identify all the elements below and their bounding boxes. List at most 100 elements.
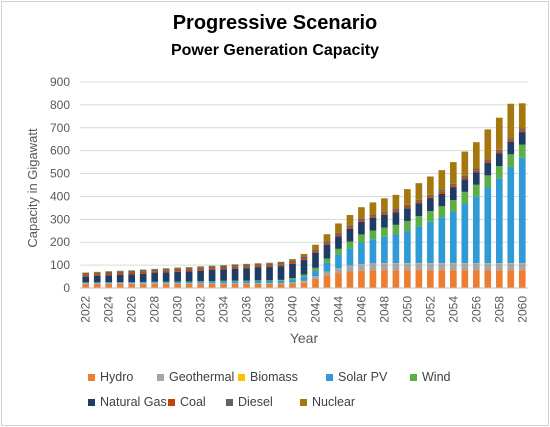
bar-diesel-2032: [197, 267, 204, 269]
legend-item-solar-pv: Solar PV: [326, 370, 387, 384]
bar-diesel-2055: [461, 175, 469, 178]
legend-label: Geothermal: [169, 370, 235, 384]
bar-wind-2054: [450, 200, 457, 212]
bar-hydro-2022: [82, 283, 90, 288]
bar-natural-gas-2023: [93, 275, 101, 283]
bar-natural-gas-2042: [312, 252, 319, 268]
bar-wind-2036: [243, 280, 250, 282]
bar-solar-pv-2055: [461, 203, 469, 264]
bar-natural-gas-2029: [162, 272, 170, 282]
bar-hydro-2047: [369, 270, 377, 288]
legend-label: Solar PV: [338, 370, 388, 384]
bar-stack-2054: [450, 162, 457, 288]
bar-stack-2047: [369, 202, 377, 288]
bar-hydro-2037: [254, 283, 262, 288]
bar-nuclear-2049: [392, 194, 400, 209]
bar-nuclear-2036: [243, 263, 250, 265]
legend-swatch: [88, 398, 95, 406]
bar-stack-2031: [185, 267, 193, 288]
bar-solar-pv-2036: [243, 281, 250, 284]
x-tick-label: 2028: [148, 296, 162, 323]
bar-nuclear-2043: [323, 234, 331, 242]
bar-stack-2035: [231, 264, 239, 288]
bar-geothermal-2055: [461, 263, 469, 271]
bar-hydro-2027: [139, 283, 147, 288]
bar-geothermal-2049: [392, 263, 400, 271]
bar-natural-gas-2047: [369, 217, 377, 231]
bar-hydro-2033: [208, 283, 216, 288]
bar-natural-gas-2051: [415, 203, 423, 217]
bar-stack-2038: [266, 262, 273, 288]
bar-geothermal-2050: [404, 263, 411, 271]
x-tick-label: 2052: [423, 296, 437, 323]
bar-coal-2059: [507, 139, 515, 142]
bar-hydro-2043: [323, 275, 331, 288]
bar-wind-2046: [358, 234, 365, 243]
bar-diesel-2029: [162, 268, 170, 271]
bar-nuclear-2041: [300, 253, 308, 257]
bar-stack-2025: [116, 270, 124, 288]
legend-label: Diesel: [238, 395, 273, 409]
bar-stack-2023: [93, 271, 101, 288]
y-tick-label: 300: [50, 212, 70, 226]
bar-wind-2042: [312, 267, 319, 271]
bar-coal-2050: [404, 206, 411, 209]
bar-stack-2041: [300, 253, 308, 288]
bar-hydro-2056: [472, 270, 480, 288]
bar-coal-2036: [243, 266, 250, 269]
bar-stack-2057: [484, 129, 492, 288]
bar-stack-2044: [335, 223, 342, 288]
bar-nuclear-2047: [369, 202, 377, 215]
x-tick-label: 2022: [79, 296, 93, 323]
bar-diesel-2054: [450, 183, 457, 186]
bar-stack-2034: [220, 265, 227, 288]
legend-item-nuclear: Nuclear: [300, 395, 355, 409]
bar-wind-2037: [254, 280, 262, 282]
bar-hydro-2031: [185, 283, 193, 288]
bar-diesel-2044: [335, 232, 342, 235]
bar-hydro-2039: [277, 283, 285, 288]
bar-stack-2030: [174, 267, 181, 288]
bar-diesel-2041: [300, 256, 308, 259]
legend-item-hydro: Hydro: [88, 370, 133, 384]
bar-stack-2024: [105, 271, 113, 288]
bar-nuclear-2046: [358, 207, 365, 219]
bar-stack-2058: [495, 117, 503, 288]
bar-solar-pv-2059: [507, 166, 515, 264]
bar-coal-2057: [484, 160, 492, 163]
bar-hydro-2057: [484, 270, 492, 288]
x-tick-label: 2024: [102, 296, 116, 323]
bar-diesel-2050: [404, 204, 411, 207]
bar-stack-2053: [438, 170, 446, 288]
bar-hydro-2060: [518, 270, 526, 288]
bar-geothermal-2058: [495, 263, 503, 271]
bar-geothermal-2047: [369, 263, 377, 271]
bar-solar-pv-2032: [197, 281, 204, 284]
bar-geothermal-2051: [415, 263, 423, 271]
bar-solar-pv-2047: [369, 239, 377, 264]
bar-stack-2052: [427, 176, 434, 288]
bar-coal-2060: [518, 130, 526, 133]
bar-wind-2058: [495, 166, 503, 179]
bar-nuclear-2055: [461, 151, 469, 176]
bar-natural-gas-2054: [450, 187, 457, 201]
bar-natural-gas-2028: [151, 273, 158, 282]
bar-hydro-2035: [231, 283, 239, 288]
bar-hydro-2050: [404, 270, 411, 288]
bar-stack-2039: [277, 261, 285, 288]
bar-natural-gas-2027: [139, 273, 147, 282]
x-tick-label: 2038: [263, 296, 277, 323]
bar-diesel-2026: [128, 270, 136, 273]
y-tick-label: 600: [50, 144, 70, 158]
bar-wind-2044: [335, 248, 342, 255]
bar-hydro-2029: [162, 283, 170, 288]
x-tick-label: 2058: [492, 296, 506, 323]
x-tick-label: 2060: [515, 296, 529, 323]
bar-diesel-2030: [174, 268, 181, 271]
bar-coal-2056: [472, 170, 480, 173]
bar-nuclear-2054: [450, 162, 457, 184]
bar-stack-2049: [392, 194, 400, 288]
bar-wind-2041: [300, 274, 308, 277]
bar-diesel-2059: [507, 138, 515, 140]
